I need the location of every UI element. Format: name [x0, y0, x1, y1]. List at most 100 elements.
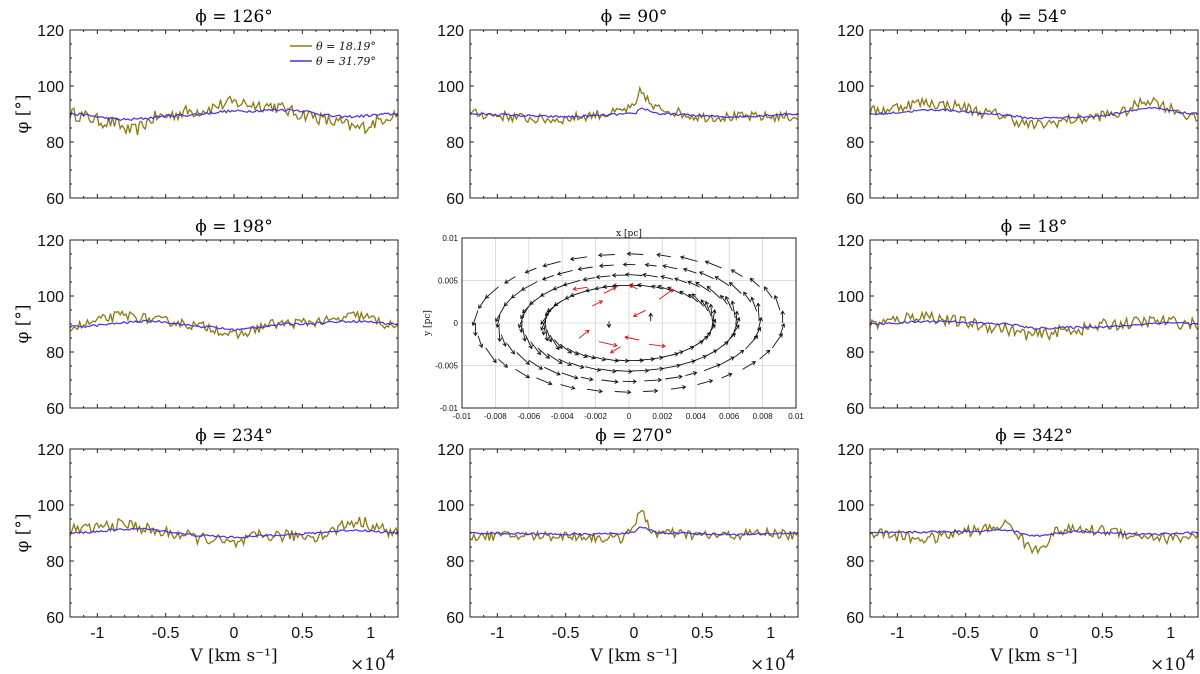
vector-arrow — [643, 388, 659, 394]
vector-arrow — [627, 358, 645, 363]
vector-arrow — [665, 374, 683, 380]
vector-arrow — [536, 377, 553, 386]
legend: θ = 18.19° θ = 31.79° — [286, 36, 392, 70]
series-theta-31 — [469, 107, 799, 119]
y-tick-label: 100 — [837, 289, 864, 306]
y-axis-label: φ [°] — [13, 513, 33, 552]
y-tick-label: 0.01 — [442, 234, 458, 243]
panel-title: ϕ = 342° — [995, 426, 1073, 446]
vector-arrow — [679, 255, 698, 262]
x-tick-label: -0.01 — [453, 412, 472, 421]
vector-arrow — [473, 323, 478, 337]
vector-arrow — [667, 286, 683, 295]
x-multiplier-exp: 4 — [1186, 647, 1195, 664]
inner-vector-arrow — [658, 288, 674, 300]
vector-arrow — [519, 320, 524, 334]
legend-entry: θ = 18.19° — [316, 40, 376, 53]
panel-title: ϕ = 270° — [595, 426, 673, 446]
y-tick-label: 80 — [846, 135, 864, 152]
vector-arrow — [647, 366, 664, 372]
vector-arrow — [764, 286, 773, 299]
y-tick-label: 120 — [837, 23, 864, 40]
y-tick-label: 80 — [446, 135, 464, 152]
vector-arrow — [584, 366, 602, 372]
x-tick-label: 1 — [766, 625, 775, 642]
x-tick-label: -1 — [890, 625, 904, 642]
vector-arrow — [525, 334, 533, 350]
vector-arrow — [780, 310, 785, 323]
vector-arrow — [552, 283, 567, 291]
panel-6: ϕ = 270° 60 80 100 120 -1 -0.5 0 0.5 1 V [km s⁻¹] ×… — [437, 426, 799, 674]
vector-arrow — [515, 369, 530, 379]
x-tick-label: -0.008 — [484, 412, 507, 421]
y-tick-label: 60 — [46, 610, 64, 627]
panel-title: x [pc] — [616, 229, 642, 239]
vector-arrow — [517, 313, 525, 329]
vector-arrow — [561, 372, 579, 380]
vector-arrow — [582, 276, 595, 282]
vector-arrow — [636, 282, 653, 288]
panel-5: ϕ = 234° 60 80 100 120 -1 -0.5 0 0.5 1 φ [°] V [km … — [13, 426, 399, 674]
vector-arrow — [577, 266, 593, 272]
vector-arrow — [614, 389, 632, 395]
vector-arrow — [540, 309, 552, 325]
vector-arrow — [520, 306, 529, 320]
y-tick-label: 100 — [37, 289, 64, 306]
y-tick-label: 80 — [46, 554, 64, 571]
vector-arrow — [622, 379, 637, 384]
vector-arrow — [598, 263, 614, 269]
y-tick-label: 120 — [837, 233, 864, 250]
vector-arrow — [626, 251, 644, 257]
vector-arrow — [498, 358, 509, 368]
vector-arrow — [651, 284, 664, 290]
vector-arrow — [691, 354, 707, 363]
inner-vector-arrow — [632, 309, 646, 317]
series-theta-18 — [869, 519, 1199, 555]
vector-field-panel: -0.01 -0.008 -0.006 -0.004 -0.002 0 0.002 0.004… — [423, 229, 804, 421]
axes-box — [69, 448, 399, 618]
vector-arrow — [700, 299, 709, 312]
vector-arrow — [755, 302, 761, 322]
vector-arrow — [631, 368, 650, 373]
vector-arrow — [662, 264, 678, 270]
center-arrow — [648, 312, 653, 322]
inner-vector-arrow — [598, 341, 618, 348]
x-tick-label: -0.5 — [552, 625, 580, 642]
y-tick-label: 120 — [437, 442, 464, 459]
vector-arrow — [562, 279, 581, 287]
vector-arrow — [484, 286, 499, 299]
y-tick-label: 60 — [846, 191, 864, 208]
vector-arrow — [733, 316, 741, 333]
vector-arrow — [677, 359, 696, 367]
y-tick-label: 100 — [837, 498, 864, 515]
vector-arrow — [595, 274, 611, 280]
x-tick-label: 1 — [366, 625, 375, 642]
vector-arrow — [559, 343, 572, 354]
x-tick-label: 1 — [1166, 625, 1175, 642]
vector-arrow — [660, 274, 674, 280]
legend-box — [286, 36, 392, 70]
vector-arrow — [749, 277, 760, 288]
y-axis-label: φ [°] — [13, 94, 33, 133]
vector-arrow — [691, 293, 705, 307]
vector-arrow — [728, 281, 742, 294]
vector-arrow — [644, 377, 663, 383]
vector-arrow — [580, 376, 594, 382]
panel-1: ϕ = 90° 60 80 100 120 — [437, 7, 799, 208]
panel-title: ϕ = 54° — [1001, 7, 1068, 27]
vector-arrow — [611, 273, 627, 278]
vector-arrow — [704, 300, 712, 317]
vector-arrow — [516, 352, 530, 365]
x-axis-label: V [km s⁻¹] — [989, 646, 1077, 666]
vector-arrow — [542, 260, 561, 268]
series-theta-18 — [469, 85, 799, 125]
vector-arrow — [601, 379, 619, 384]
panel-title: ϕ = 198° — [195, 217, 273, 237]
vector-arrow — [703, 363, 721, 372]
y-tick-label: 0 — [454, 319, 459, 328]
center-arrow — [606, 321, 612, 329]
vector-arrow — [615, 369, 633, 374]
inner-vector-arrow — [628, 284, 638, 290]
vector-arrow — [721, 372, 733, 379]
